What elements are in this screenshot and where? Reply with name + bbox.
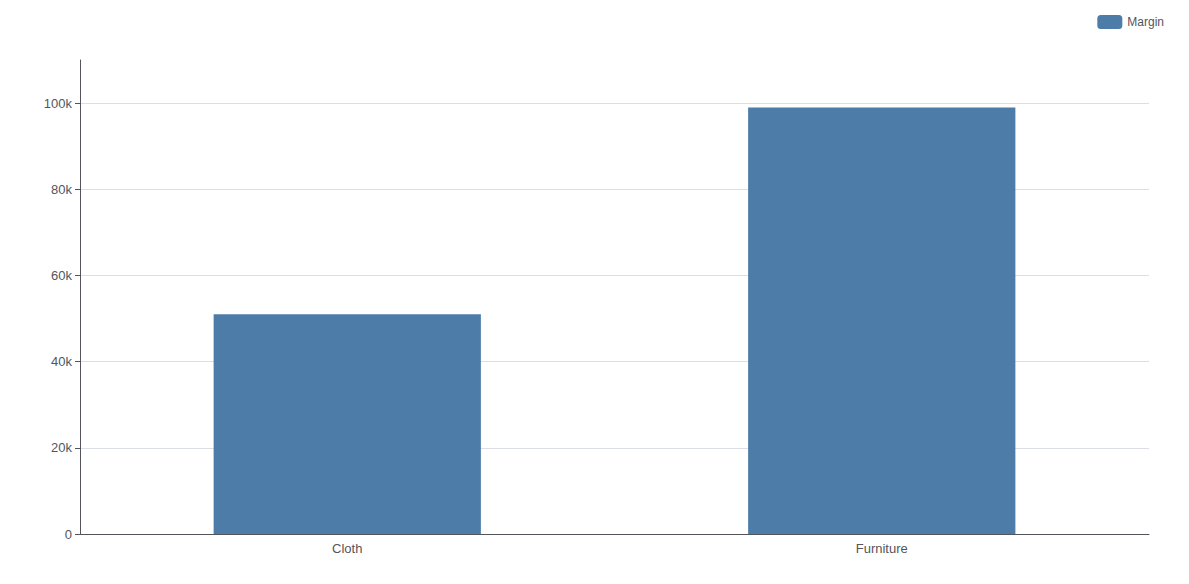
svg-text:100k: 100k bbox=[44, 96, 73, 111]
svg-text:80k: 80k bbox=[51, 182, 72, 197]
svg-text:20k: 20k bbox=[51, 440, 72, 455]
svg-text:Margin: Margin bbox=[1127, 15, 1164, 29]
svg-text:60k: 60k bbox=[51, 268, 72, 283]
svg-text:0: 0 bbox=[65, 527, 72, 542]
svg-text:Cloth: Cloth bbox=[332, 541, 362, 556]
svg-text:Furniture: Furniture bbox=[856, 541, 908, 556]
svg-text:40k: 40k bbox=[51, 354, 72, 369]
